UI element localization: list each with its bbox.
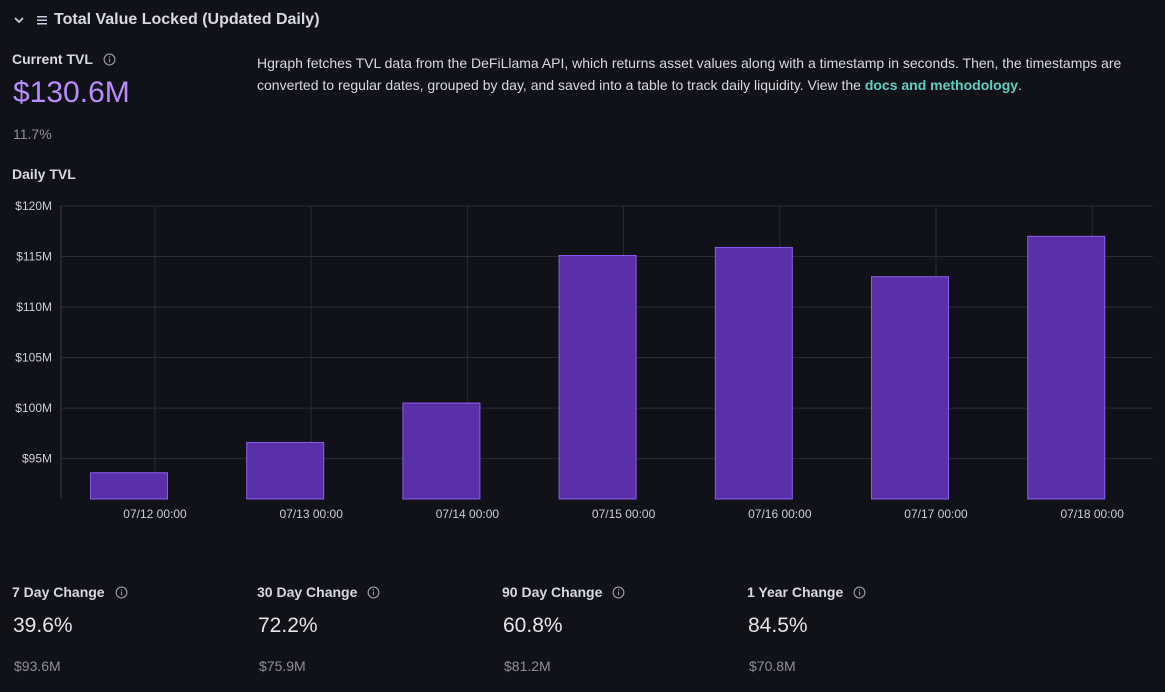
- bar: [558, 255, 637, 500]
- change-label: 1 Year Change: [747, 584, 844, 600]
- panel-header[interactable]: Total Value Locked (Updated Daily): [12, 9, 320, 31]
- daily-tvl-chart[interactable]: $95M $100M $105M $110M $115M $120M 07/12 00:00…: [0, 190, 1165, 530]
- bar: [402, 402, 481, 500]
- current-tvl-label: Current TVL: [12, 51, 93, 67]
- bar: [246, 441, 325, 500]
- change-label: 30 Day Change: [257, 584, 358, 600]
- bar: [871, 276, 949, 500]
- chevron-down-icon[interactable]: [12, 13, 26, 27]
- x-tick-label: 07/12 00:00: [123, 507, 187, 521]
- y-tick-label: $100M: [15, 401, 52, 415]
- x-tick-label: 07/13 00:00: [279, 507, 343, 521]
- y-tick-label: $110M: [16, 300, 52, 314]
- x-tick-label: 07/15 00:00: [592, 507, 656, 521]
- y-tick-label: $105M: [15, 351, 52, 365]
- change-label: 7 Day Change: [12, 584, 105, 600]
- docs-link[interactable]: docs and methodology: [864, 77, 1019, 93]
- info-icon[interactable]: [853, 586, 866, 599]
- y-tick-label: $115M: [16, 250, 52, 264]
- change-value: 39.6%: [13, 614, 73, 637]
- x-tick-label: 07/16 00:00: [748, 507, 812, 521]
- change-value: 72.2%: [258, 614, 318, 637]
- current-tvl-change: 11.7%: [13, 126, 52, 142]
- change-base-value: $81.2M: [504, 658, 551, 674]
- change-label-row: 7 Day Change: [12, 584, 128, 600]
- current-tvl-label-row: Current TVL: [12, 51, 116, 67]
- change-value: 60.8%: [503, 614, 563, 637]
- change-base-value: $75.9M: [259, 658, 306, 674]
- panel-title: Total Value Locked (Updated Daily): [54, 11, 320, 28]
- change-base-value: $70.8M: [749, 658, 796, 674]
- x-tick-label: 07/14 00:00: [436, 507, 500, 521]
- info-icon[interactable]: [612, 586, 625, 599]
- menu-icon: [37, 16, 47, 25]
- change-base-value: $93.6M: [14, 658, 61, 674]
- info-icon[interactable]: [103, 53, 116, 66]
- bar: [90, 472, 168, 500]
- change-value: 84.5%: [748, 614, 808, 637]
- change-label-row: 1 Year Change: [747, 584, 866, 600]
- x-tick-label: 07/18 00:00: [1060, 507, 1124, 521]
- info-icon[interactable]: [367, 586, 380, 599]
- description-text: Hgraph fetches TVL data from the DeFiLla…: [257, 55, 1122, 93]
- chart-title: Daily TVL: [12, 166, 76, 182]
- change-label-row: 30 Day Change: [257, 584, 380, 600]
- y-tick-label: $120M: [15, 199, 52, 213]
- bar: [714, 246, 793, 500]
- y-tick-label: $95M: [22, 452, 52, 466]
- bar: [1027, 235, 1106, 500]
- change-label: 90 Day Change: [502, 584, 603, 600]
- change-label-row: 90 Day Change: [502, 584, 625, 600]
- current-tvl-value: $130.6M: [13, 76, 130, 109]
- info-icon[interactable]: [115, 586, 128, 599]
- x-tick-label: 07/17 00:00: [904, 507, 968, 521]
